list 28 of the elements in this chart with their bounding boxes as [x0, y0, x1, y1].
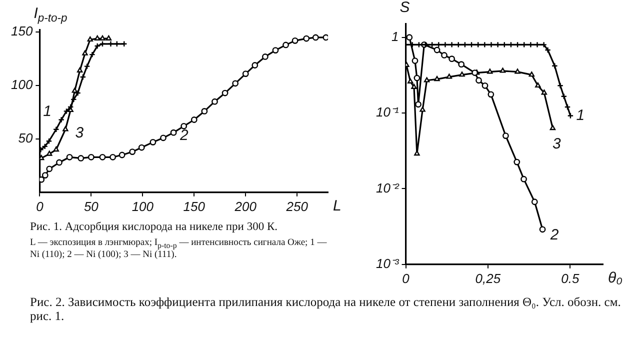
x-axis-title: L — [333, 198, 342, 215]
y-axis-title: S — [400, 0, 410, 16]
text: Рис. 1. Адсорбция кислорода на никеле при 300 К. — [30, 221, 278, 234]
x-tick-label: 0.5 — [561, 270, 580, 286]
x-tick-label: 150 — [183, 198, 206, 214]
y-tick-label: 100 — [10, 77, 34, 92]
series-label: 2 — [549, 226, 560, 244]
x-tick-label: 250 — [285, 198, 309, 214]
x-tick-label: 0 — [402, 270, 410, 286]
series-label: 3 — [552, 135, 562, 152]
y-tick-label: 150 — [10, 24, 34, 39]
series-label: 1 — [576, 106, 585, 124]
series-label: 3 — [75, 124, 84, 142]
text: Рис. 2. Зависимость коэффициента прилипания кислорода на никеле от степени заполнения Θ₀. Усл. обозн. см. рис. 1. — [30, 295, 622, 324]
x-axis-title: θ₀ — [608, 270, 622, 287]
y-tick-label: 10⁻¹ — [376, 104, 400, 120]
y-tick-label: 50 — [18, 130, 34, 146]
series-label: 2 — [178, 126, 189, 144]
y-tick-label: 1 — [392, 28, 399, 44]
x-tick-label: 0,25 — [475, 270, 502, 286]
x-tick-label: 100 — [132, 198, 154, 214]
y-tick-label: 10⁻³ — [376, 256, 400, 272]
text: L — экспозиция в лэнгмюрах; I$_{p-to-p}$ — интенсивность сигнала Оже; 1 — Ni (110); 2 — Ni (100); 3 — Ni (111). — [30, 238, 328, 261]
series-label: 1 — [43, 102, 52, 120]
y-tick-label: 10⁻² — [376, 180, 400, 196]
x-tick-label: 0 — [36, 198, 44, 214]
x-tick-label: 200 — [234, 198, 258, 214]
x-tick-label: 50 — [84, 198, 100, 214]
